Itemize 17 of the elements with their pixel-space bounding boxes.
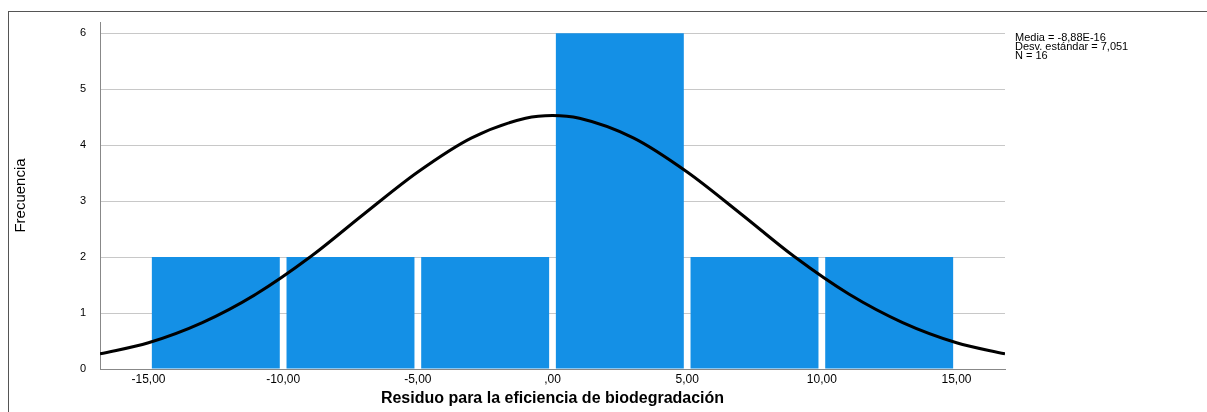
y-tick-label: 2 xyxy=(79,250,86,263)
x-tick-label: 15,00 xyxy=(941,371,972,386)
y-tick-label: 1 xyxy=(79,306,86,319)
y-tick-label: 6 xyxy=(79,26,86,39)
y-axis-title: Frecuencia xyxy=(11,157,29,233)
x-tick-label: -15,00 xyxy=(131,371,166,386)
line-series xyxy=(100,113,1005,356)
y-tick-label: 5 xyxy=(79,82,86,95)
x-tick-label: -10,00 xyxy=(266,371,301,386)
y-tick-label: 4 xyxy=(79,138,86,151)
y-tick-label: 0 xyxy=(79,362,86,375)
x-tick-label: -5,00 xyxy=(404,371,432,386)
x-axis-title: Residuo para la eficiencia de biodegradación xyxy=(380,388,725,406)
x-tick-label: ,00 xyxy=(544,371,562,386)
y-tick-label: 3 xyxy=(79,194,86,207)
x-tick-label: 10,00 xyxy=(806,371,838,386)
x-tick-label: 5,00 xyxy=(675,371,700,386)
